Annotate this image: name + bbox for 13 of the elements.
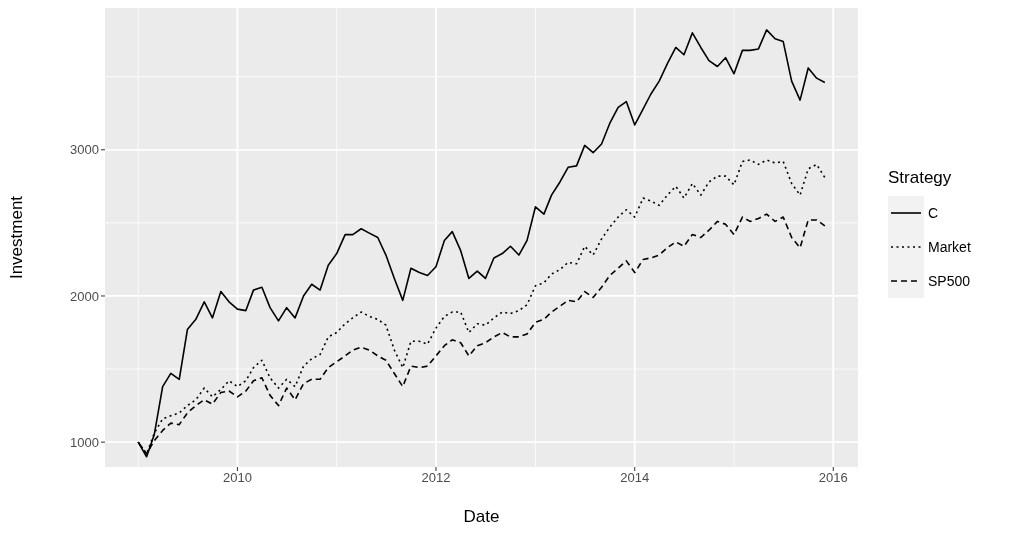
legend-label: C [928,205,939,221]
legend-label: Market [928,239,971,255]
y-axis-title: Investment [7,195,27,280]
y-tick-label: 2000 [70,288,99,304]
y-tick-label: 1000 [70,434,99,450]
x-axis-title: Date [463,507,500,526]
x-tick-label: 2012 [421,470,451,486]
legend-label: SP500 [928,273,971,289]
y-tick-label: 3000 [70,142,99,158]
x-tick-label: 2014 [620,470,650,486]
legend-title: Strategy [888,168,953,188]
x-tick-label: 2010 [222,470,252,486]
x-tick-label: 2016 [818,470,848,486]
